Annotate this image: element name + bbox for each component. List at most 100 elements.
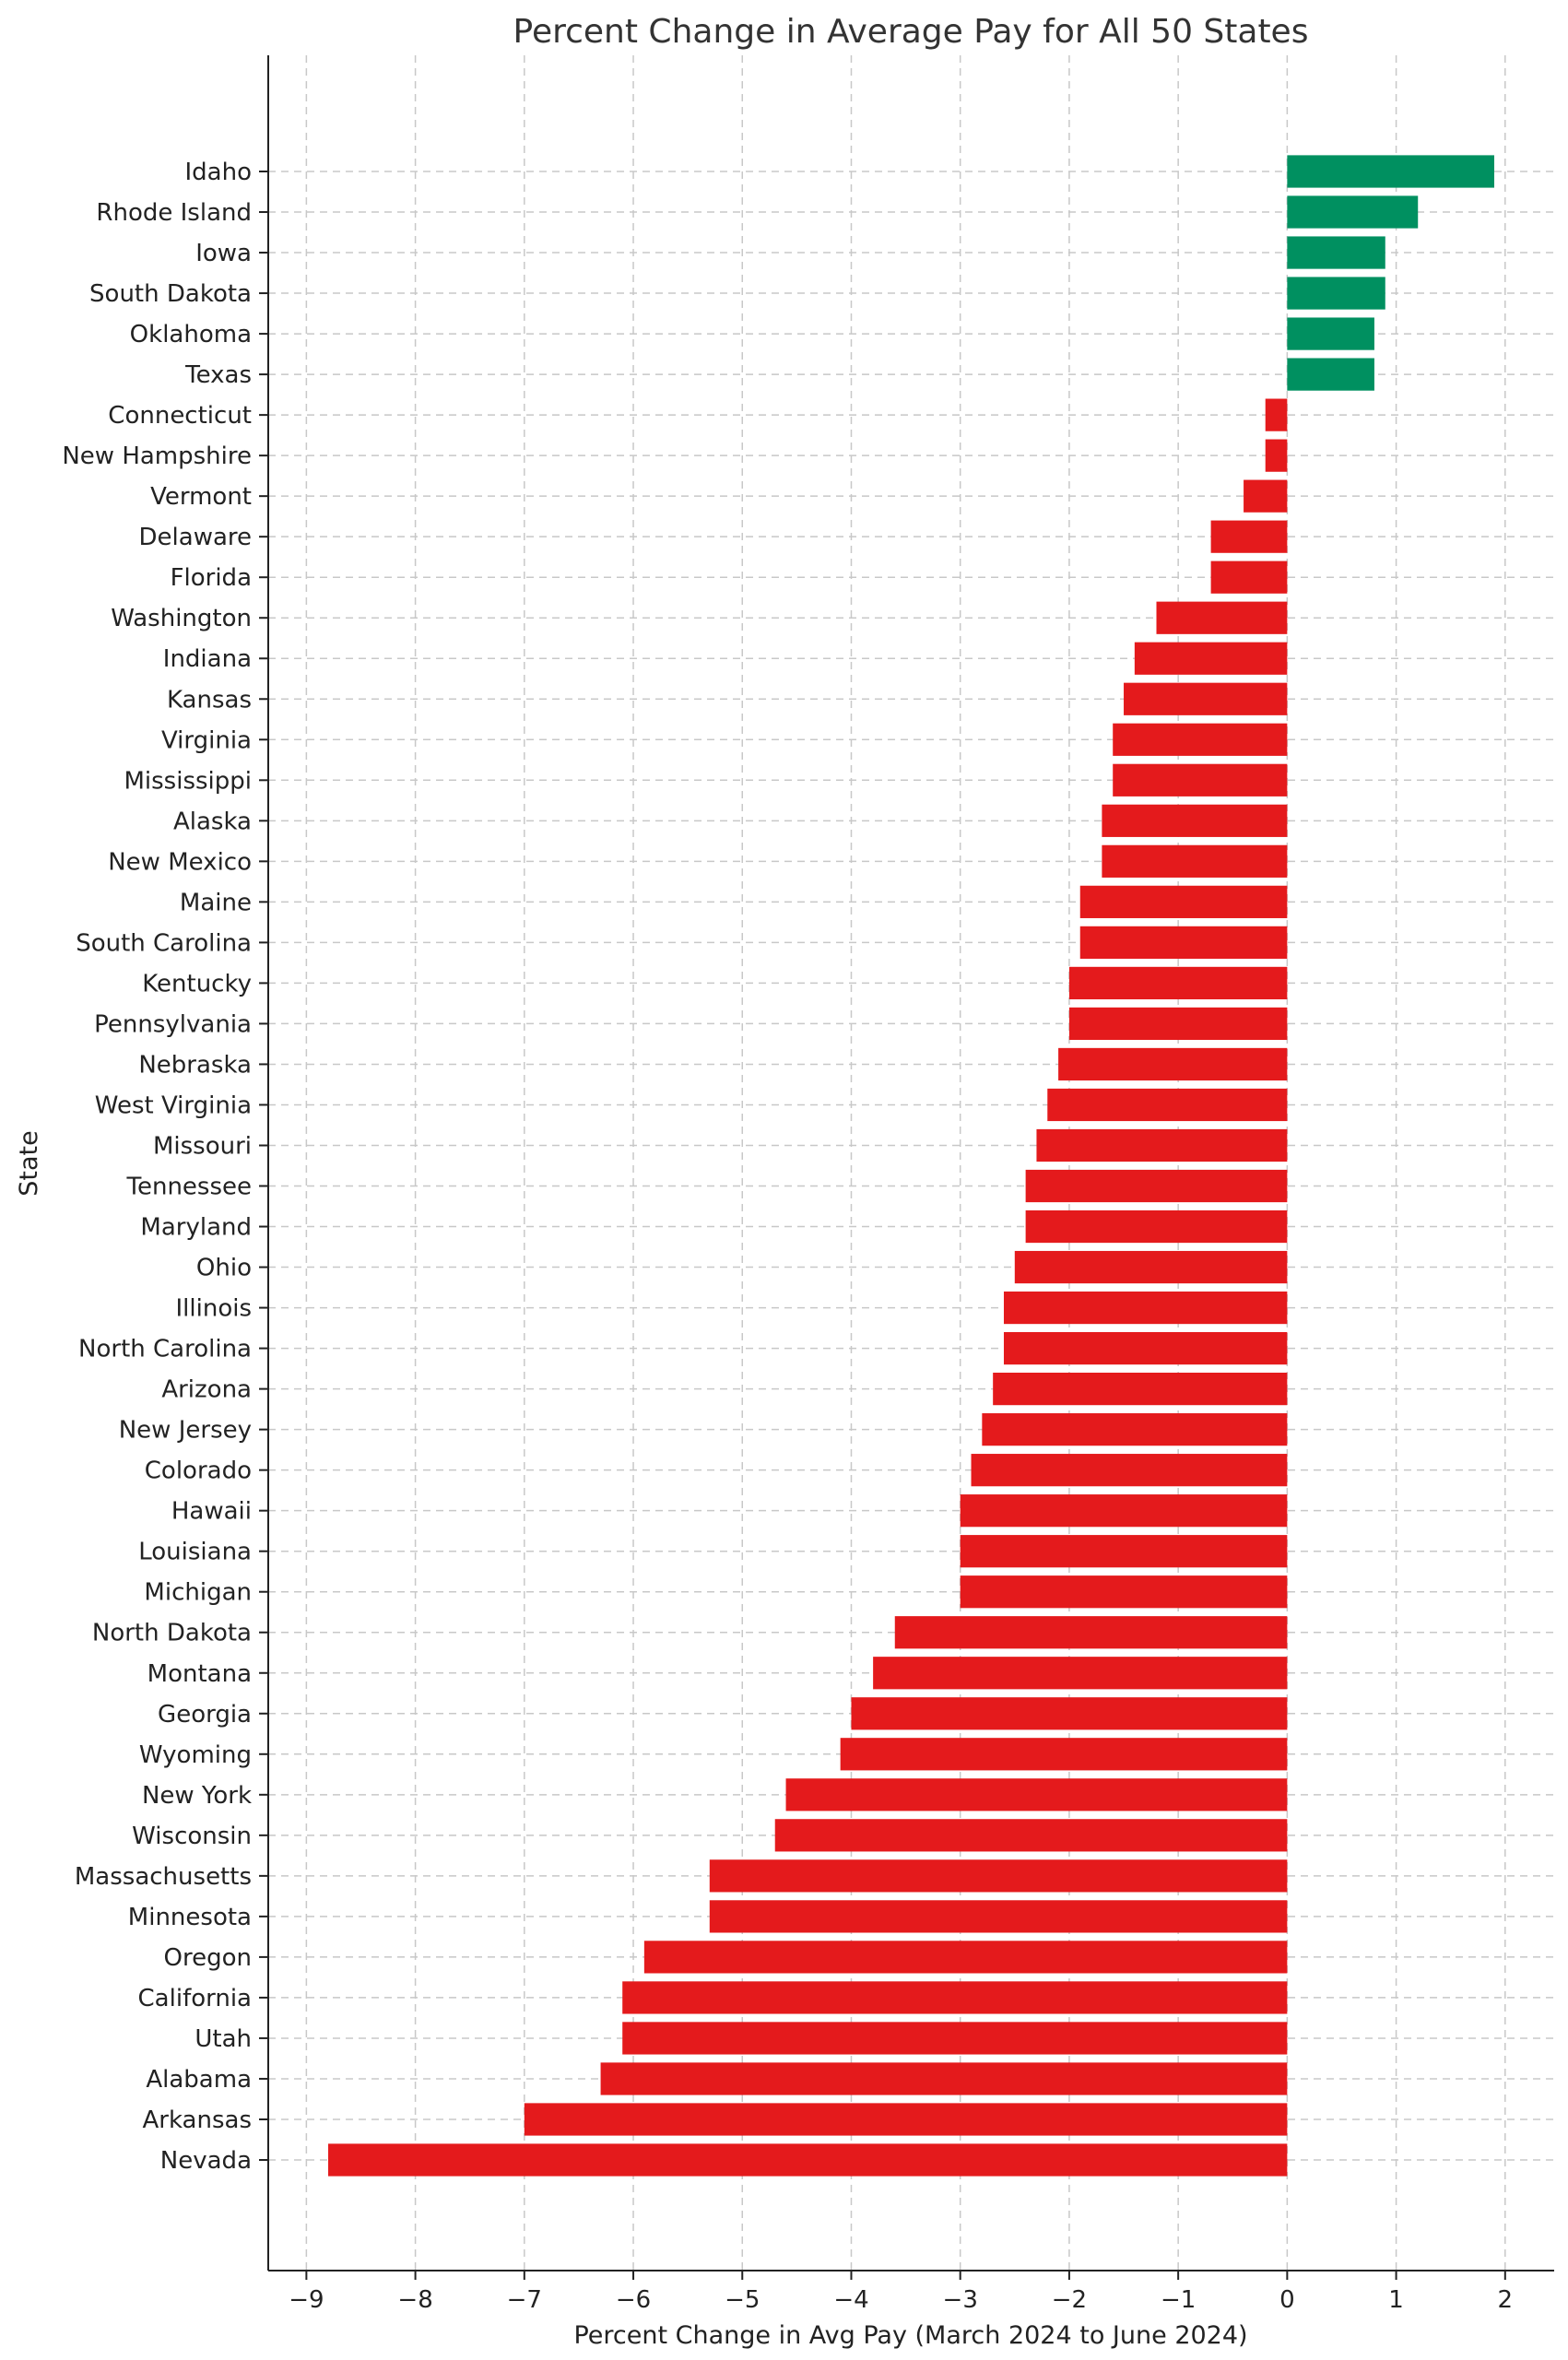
y-tick-label: Arkansas [142,2106,252,2134]
x-tick-label: −4 [833,2286,868,2314]
y-tick-label: New Jersey [119,1417,252,1445]
chart-title: Percent Change in Average Pay for All 50… [513,13,1309,51]
bar [622,1981,1288,2014]
bar [1113,763,1288,796]
bar [1287,155,1494,188]
bar [1287,358,1374,391]
y-tick-label: Pennsylvania [94,1010,252,1038]
bar [1068,966,1288,1000]
y-tick-label: California [138,1985,252,2012]
y-tick-label: Georgia [158,1701,252,1729]
bar [1047,1088,1288,1122]
bar [960,1575,1288,1609]
y-tick-label: Maine [180,889,252,916]
bar [1036,1128,1288,1162]
bar [1287,317,1374,350]
y-tick-label: Massachusetts [75,1863,252,1891]
bar [600,2062,1288,2095]
y-tick-label: Washington [111,605,252,632]
x-tick-label: 1 [1388,2286,1404,2314]
bar [982,1413,1288,1446]
bar [1058,1047,1288,1081]
bar [1265,439,1288,472]
y-tick-label: Missouri [153,1132,252,1160]
y-tick-labels: Idaho Rhode Island Iowa South Dakota Oklahom… [62,159,268,2175]
y-tick-label: Montana [147,1660,252,1688]
y-tick-label: South Carolina [76,929,252,957]
x-tick-label: 0 [1279,2286,1295,2314]
bar [328,2143,1288,2177]
bar [622,2022,1288,2055]
bar [993,1373,1288,1406]
y-tick-label: Vermont [150,483,252,511]
bar [1025,1210,1288,1244]
y-tick-label: Tennessee [126,1174,253,1201]
y-tick-label: Michigan [144,1579,252,1607]
bar [960,1494,1288,1528]
bar [1102,844,1288,878]
y-tick-label: Idaho [185,159,253,186]
bar [1156,601,1288,634]
y-tick-label: Oregon [164,1944,252,1972]
bar [709,1900,1288,1933]
bar [873,1657,1288,1690]
y-tick-label: Arizona [161,1376,252,1404]
x-tick-label: −9 [289,2286,324,2314]
y-tick-label: Indiana [163,645,252,673]
y-axis-label: State [15,1130,43,1196]
y-tick-label: Kansas [167,686,252,714]
bar [1134,642,1288,675]
y-tick-label: Iowa [195,240,252,267]
bar [960,1535,1288,1568]
y-tick-label: Maryland [140,1214,252,1242]
bars [328,155,1494,2177]
bar [774,1819,1288,1852]
bar [1079,885,1288,918]
x-tick-label: 2 [1498,2286,1514,2314]
y-tick-label: New Mexico [108,848,252,876]
bar [709,1859,1288,1893]
bar [1244,479,1288,513]
bar [785,1778,1288,1811]
y-tick-label: Illinois [176,1295,253,1323]
x-axis-label: Percent Change in Avg Pay (March 2024 to… [573,2321,1247,2350]
y-tick-label: Mississippi [124,767,252,795]
bar [1210,560,1288,594]
bar [1079,926,1288,959]
y-tick-label: Florida [171,564,252,592]
bar [1025,1169,1288,1203]
x-tick-label: −3 [943,2286,978,2314]
bar [1287,195,1419,229]
y-tick-label: Nevada [160,2147,252,2175]
y-tick-label: Wyoming [139,1741,252,1769]
x-tick-labels: −9 −8 −7 −6 −5 −4 −3 −2 −1 0 1 2 [289,2271,1513,2314]
x-tick-label: −7 [507,2286,542,2314]
y-tick-label: Louisiana [138,1539,252,1566]
x-tick-label: −6 [616,2286,651,2314]
y-tick-label: Utah [195,2025,252,2053]
bar [1102,804,1288,837]
bar [840,1738,1288,1771]
bar [1265,398,1288,431]
x-tick-label: −2 [1052,2286,1087,2314]
bar [851,1697,1288,1730]
bar [894,1616,1288,1649]
y-tick-label: Kentucky [142,970,252,997]
bar [1210,520,1288,553]
y-tick-label: New York [142,1782,252,1810]
y-tick-label: Minnesota [128,1904,252,1931]
y-tick-label: Wisconsin [132,1823,252,1850]
y-tick-label: Virginia [161,726,252,754]
y-tick-label: Oklahoma [130,321,252,348]
y-tick-label: West Virginia [95,1092,252,1119]
bar [1003,1291,1288,1325]
y-tick-label: Rhode Island [96,199,252,227]
bar [1068,1007,1288,1041]
y-tick-label: Delaware [139,524,252,551]
bar [643,1941,1288,1974]
y-tick-label: South Dakota [89,280,252,308]
y-tick-label: Nebraska [138,1051,252,1079]
y-tick-label: Connecticut [108,402,252,430]
bar [1113,723,1288,756]
